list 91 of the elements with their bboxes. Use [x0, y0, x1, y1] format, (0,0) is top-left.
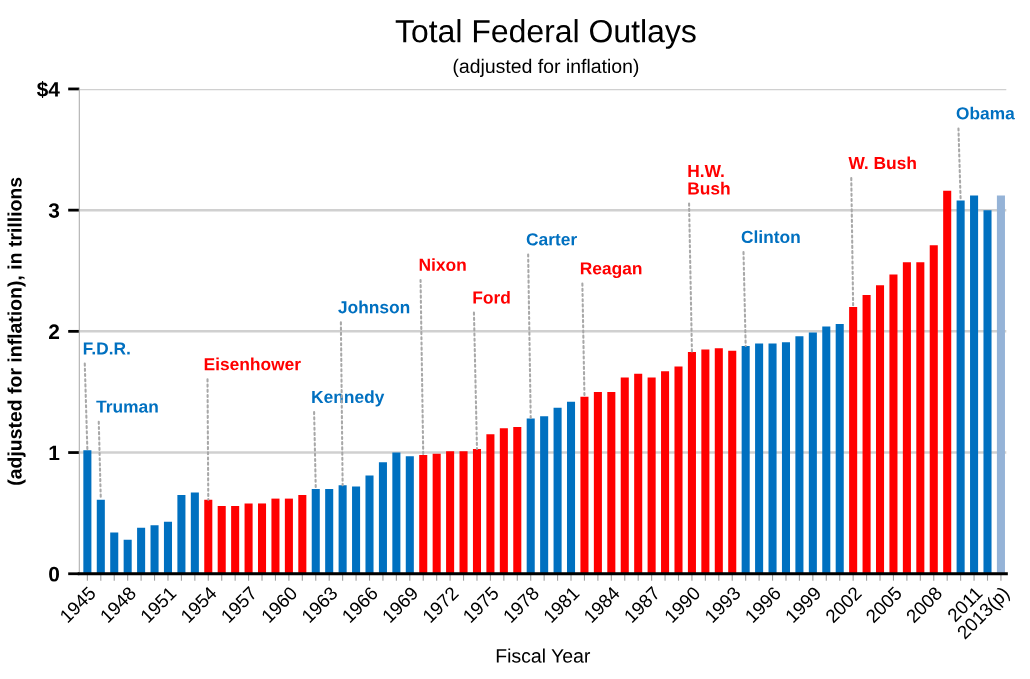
bar [580, 396, 589, 574]
bar [929, 245, 938, 574]
bar [231, 505, 240, 574]
bar [916, 262, 925, 574]
bar [190, 492, 199, 574]
x-axis-title: Fiscal Year [496, 648, 591, 663]
bar [163, 521, 173, 574]
annotation: Clinton [741, 230, 800, 244]
bar [889, 274, 898, 574]
annotation: Reagan [580, 262, 642, 279]
bar [432, 453, 441, 574]
annotation: Carter [526, 233, 577, 246]
bar [741, 345, 750, 574]
bar [459, 451, 468, 574]
bar [446, 451, 455, 574]
bar [862, 294, 871, 574]
bar [352, 486, 361, 574]
bar [849, 307, 858, 574]
bar [714, 348, 723, 574]
bar [540, 416, 549, 574]
bar [419, 454, 428, 574]
bar [325, 488, 334, 574]
bar [674, 366, 683, 574]
bar [110, 532, 119, 574]
annotation: H.W. Bush [688, 165, 730, 195]
bar [311, 488, 320, 574]
bar [620, 377, 629, 574]
bar [392, 452, 401, 574]
bar [607, 391, 616, 574]
y-tick-label: 1 [49, 445, 60, 461]
bar [956, 200, 965, 574]
bar [499, 428, 508, 574]
annotation: W. Bush [848, 156, 916, 170]
bar [970, 195, 979, 574]
annotation: Ford [473, 290, 510, 304]
bar [150, 525, 159, 574]
bar [661, 371, 670, 574]
bar [566, 401, 576, 574]
bar [647, 377, 656, 574]
y-tick-label: 2 [49, 324, 60, 339]
chart-subtitle: (adjusted for inflation) [453, 58, 639, 77]
bar [177, 494, 186, 574]
annotation: F.D.R. [83, 342, 130, 355]
bar [271, 498, 280, 574]
bar [96, 499, 105, 574]
bar [217, 505, 226, 574]
annotation: Johnson [338, 300, 410, 314]
bar [781, 342, 791, 574]
y-axis-title: (adjusted for inflation), in trillions [7, 177, 26, 485]
annotation: Obama [956, 106, 1015, 120]
bar [875, 285, 885, 574]
bar [795, 336, 804, 574]
bar [244, 503, 253, 574]
bar [983, 210, 992, 574]
bar [486, 434, 495, 574]
annotation: Eisenhower [204, 357, 301, 371]
bar [83, 450, 92, 574]
bar [943, 190, 952, 574]
chart-title: Total Federal Outlays [395, 19, 696, 49]
bar [405, 456, 414, 574]
y-tick-label: 3 [48, 203, 60, 218]
bar [687, 351, 696, 574]
y-tick-label: 0 [49, 566, 60, 582]
annotation: Truman [96, 400, 158, 413]
bar [365, 475, 374, 574]
bar [378, 462, 387, 574]
bar [808, 332, 817, 574]
annotation: Kennedy [312, 390, 385, 407]
bar [822, 326, 831, 574]
bar [902, 262, 911, 574]
bar [701, 349, 710, 574]
bar [513, 427, 522, 574]
bar [526, 418, 535, 574]
bar [204, 499, 213, 574]
bar [593, 391, 602, 574]
bar [755, 343, 764, 574]
bar [284, 498, 293, 574]
bar [472, 448, 482, 574]
bar [996, 195, 1005, 574]
bar [768, 343, 777, 574]
annotation: Nixon [419, 258, 466, 271]
bar [298, 494, 307, 574]
bar [835, 324, 844, 574]
bar [338, 485, 347, 574]
y-tick-label: $4 [36, 81, 60, 99]
bar [137, 527, 146, 574]
bar [123, 539, 132, 574]
bar [553, 407, 562, 574]
bar [257, 503, 267, 574]
bar [728, 350, 737, 574]
bar [634, 373, 643, 574]
